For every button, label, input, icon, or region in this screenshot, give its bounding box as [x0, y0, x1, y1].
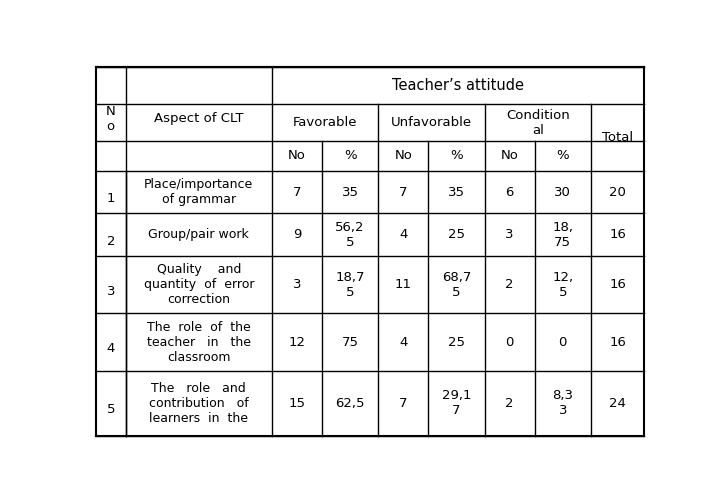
Text: 2: 2: [505, 278, 514, 291]
Text: N
o: N o: [106, 105, 116, 133]
Text: 12: 12: [288, 336, 305, 349]
Text: 18,7
5: 18,7 5: [335, 271, 365, 299]
Text: 3: 3: [107, 285, 115, 298]
Text: 0: 0: [559, 336, 567, 349]
Text: 2: 2: [505, 397, 514, 410]
Text: 2: 2: [107, 235, 115, 247]
Text: 20: 20: [609, 186, 626, 199]
Text: 24: 24: [609, 397, 626, 410]
Text: 15: 15: [288, 397, 305, 410]
Text: 16: 16: [609, 278, 626, 291]
Text: 25: 25: [448, 228, 465, 241]
Text: 7: 7: [399, 397, 407, 410]
Text: %: %: [557, 149, 569, 163]
Text: Unfavorable: Unfavorable: [391, 116, 472, 129]
Text: 75: 75: [342, 336, 359, 349]
Text: 18,
75: 18, 75: [552, 221, 573, 248]
Text: 25: 25: [448, 336, 465, 349]
Text: 4: 4: [107, 342, 115, 355]
Text: 29,1
7: 29,1 7: [442, 389, 471, 417]
Text: 11: 11: [395, 278, 412, 291]
Text: 16: 16: [609, 228, 626, 241]
Text: 62,5: 62,5: [335, 397, 365, 410]
Text: 7: 7: [292, 186, 301, 199]
Text: 4: 4: [399, 336, 407, 349]
Text: 1: 1: [107, 192, 115, 205]
Text: 0: 0: [505, 336, 514, 349]
Text: Group/pair work: Group/pair work: [149, 228, 249, 241]
Text: No: No: [394, 149, 412, 163]
Text: 35: 35: [342, 186, 359, 199]
Text: No: No: [288, 149, 306, 163]
Text: The  role  of  the
teacher   in   the
classroom: The role of the teacher in the classroom: [147, 321, 251, 364]
Text: 4: 4: [399, 228, 407, 241]
Text: Aspect of CLT: Aspect of CLT: [154, 112, 243, 125]
Text: 68,7
5: 68,7 5: [442, 271, 471, 299]
Text: Place/importance
of grammar: Place/importance of grammar: [144, 178, 253, 206]
Text: 5: 5: [107, 404, 115, 416]
Text: %: %: [450, 149, 463, 163]
Text: 7: 7: [399, 186, 407, 199]
Text: Favorable: Favorable: [293, 116, 357, 129]
Text: The   role   and
contribution   of
learners  in  the: The role and contribution of learners in…: [149, 382, 249, 425]
Text: 8,3
3: 8,3 3: [552, 389, 573, 417]
Text: %: %: [344, 149, 357, 163]
Text: Condition
al: Condition al: [506, 109, 570, 136]
Text: 9: 9: [292, 228, 301, 241]
Text: Quality    and
quantity  of  error
correction: Quality and quantity of error correction: [144, 263, 254, 306]
Text: 35: 35: [448, 186, 465, 199]
Text: 6: 6: [505, 186, 514, 199]
Text: 3: 3: [292, 278, 301, 291]
Text: No: No: [500, 149, 518, 163]
Text: 56,2
5: 56,2 5: [335, 221, 365, 248]
Text: 16: 16: [609, 336, 626, 349]
Text: 3: 3: [505, 228, 514, 241]
Text: 12,
5: 12, 5: [552, 271, 573, 299]
Text: 30: 30: [554, 186, 571, 199]
Text: Teacher’s attitude: Teacher’s attitude: [392, 78, 524, 93]
Text: Total: Total: [602, 131, 633, 144]
